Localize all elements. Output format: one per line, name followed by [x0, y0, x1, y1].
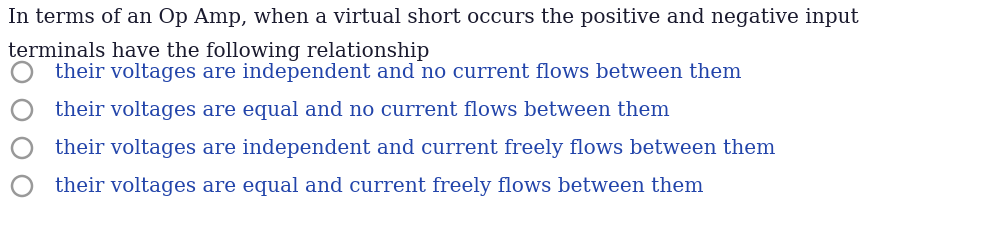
Ellipse shape: [12, 176, 32, 196]
Text: their voltages are equal and current freely flows between them: their voltages are equal and current fre…: [55, 177, 703, 195]
Text: their voltages are independent and current freely flows between them: their voltages are independent and curre…: [55, 139, 775, 158]
Text: In terms of an Op Amp, when a virtual short occurs the positive and negative inp: In terms of an Op Amp, when a virtual sh…: [8, 8, 858, 27]
Ellipse shape: [12, 100, 32, 120]
Text: terminals have the following relationship: terminals have the following relationshi…: [8, 42, 430, 61]
Text: their voltages are equal and no current flows between them: their voltages are equal and no current …: [55, 100, 670, 119]
Text: their voltages are independent and no current flows between them: their voltages are independent and no cu…: [55, 63, 742, 81]
Ellipse shape: [12, 138, 32, 158]
Ellipse shape: [12, 62, 32, 82]
